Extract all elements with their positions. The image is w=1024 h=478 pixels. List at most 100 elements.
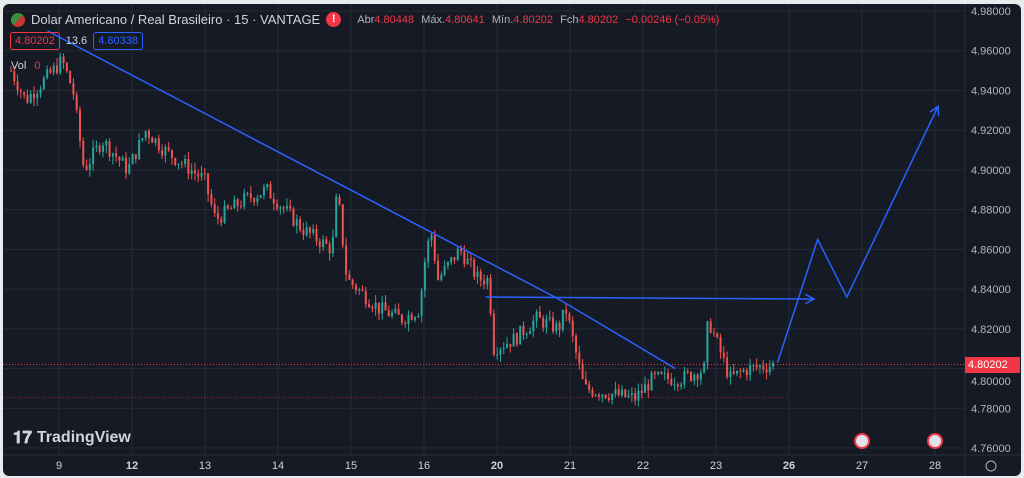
us-event-flag-icon[interactable]: [927, 433, 943, 449]
candle-body: [644, 384, 647, 393]
candle-body: [683, 371, 686, 385]
candle-body: [660, 371, 663, 374]
sell-button[interactable]: 4.80202: [10, 32, 60, 50]
candle-body: [328, 243, 331, 254]
candle-body: [262, 187, 265, 196]
candle-body: [197, 173, 200, 177]
candle-body: [397, 308, 400, 315]
candle-body: [134, 154, 137, 160]
candle-body: [417, 315, 420, 318]
candle-body: [230, 208, 233, 210]
candle-body: [525, 333, 528, 336]
candle-body: [499, 349, 502, 355]
candle-body: [374, 302, 377, 309]
candle-body: [335, 196, 338, 237]
candle-body: [768, 366, 771, 373]
candle-body: [604, 394, 607, 398]
candle-body: [299, 219, 302, 230]
high-label: Máx.: [421, 13, 446, 26]
candle-body: [187, 159, 190, 174]
y-tick-label: 4.78000: [971, 403, 1011, 415]
low-value: 4.80202: [513, 13, 554, 26]
candle-body: [167, 147, 170, 150]
current-price-badge: 4.80202: [965, 357, 1020, 373]
open-value: 4.80448: [374, 13, 415, 26]
candle-body: [85, 165, 88, 170]
candle-body: [745, 370, 748, 376]
candle-body: [722, 352, 725, 358]
candle-body: [473, 259, 476, 277]
candle-body: [92, 147, 95, 165]
candle-body: [453, 257, 456, 261]
candle-body: [279, 207, 282, 209]
x-tick-label: 12: [126, 460, 138, 472]
buy-button[interactable]: 4.80338: [93, 32, 143, 50]
warning-icon[interactable]: !: [326, 12, 342, 27]
x-tick-label: 21: [564, 460, 576, 472]
candle-body: [341, 204, 344, 246]
y-tick-label: 4.82000: [971, 324, 1011, 336]
candle-body: [588, 384, 591, 390]
candle-body: [463, 251, 466, 265]
volume-legend: Vol 0: [11, 60, 40, 72]
settings-icon[interactable]: [985, 460, 997, 472]
candle-body: [716, 333, 719, 338]
candle-body: [174, 157, 177, 165]
candle-body: [755, 364, 758, 368]
candle-body: [460, 248, 463, 252]
us-event-flag-icon[interactable]: [854, 433, 870, 449]
x-tick-label: 14: [272, 460, 284, 472]
candle-body: [377, 302, 380, 314]
candle-body: [285, 205, 288, 209]
candle-body: [407, 314, 410, 324]
close-label: Fch: [560, 13, 579, 26]
symbol-title[interactable]: Dolar Americano / Real Brasileiro · 15 ·…: [31, 12, 321, 27]
candle-body: [621, 389, 624, 396]
horizontal-arrow-line-arrowhead: [804, 293, 816, 305]
candle-body: [19, 90, 22, 93]
candle-body: [371, 307, 374, 309]
candle-body: [315, 229, 318, 242]
candle-body: [246, 193, 249, 195]
candle-body: [49, 69, 52, 73]
candle-body: [492, 313, 495, 355]
candle-body: [735, 370, 738, 374]
candle-body: [23, 92, 26, 95]
candle-body: [177, 163, 180, 165]
candle-body: [88, 164, 91, 170]
candle-body: [624, 389, 627, 397]
candle-body: [630, 393, 633, 395]
candle-body: [164, 147, 167, 156]
y-tick-label: 4.94000: [971, 85, 1011, 97]
horizontal-arrow-line: [485, 296, 815, 300]
candle-body: [269, 184, 272, 199]
candle-body: [46, 69, 49, 78]
candle-body: [627, 394, 630, 397]
candle-body: [423, 261, 426, 291]
x-tick-label: 9: [56, 460, 62, 472]
candle-body: [322, 239, 325, 247]
quote-row: 4.80202 13.6 4.80338: [10, 32, 143, 50]
candle-body: [226, 205, 229, 209]
high-value: 4.80641: [445, 13, 485, 26]
candle-body: [105, 141, 108, 146]
candle-body: [282, 207, 285, 209]
candle-body: [131, 154, 134, 165]
candle-body: [193, 170, 196, 174]
candle-body: [115, 153, 118, 157]
candle-body: [443, 265, 446, 275]
candle-body: [368, 304, 371, 308]
candle-body: [180, 163, 183, 165]
x-tick-label: 20: [491, 460, 503, 472]
candle-body: [706, 321, 709, 363]
candle-body: [555, 323, 558, 332]
candle-body: [749, 364, 752, 376]
price-chart[interactable]: 4.98000 4.96000 4.94000 4.92000 4.90000 4.880…: [3, 4, 1021, 476]
close-value: 4.80202: [578, 13, 619, 26]
candle-body: [331, 236, 334, 254]
candle-body: [190, 170, 193, 174]
candle-body: [538, 311, 541, 318]
candle-body: [338, 196, 341, 205]
candle-body: [433, 235, 436, 261]
candle-body: [535, 311, 538, 321]
